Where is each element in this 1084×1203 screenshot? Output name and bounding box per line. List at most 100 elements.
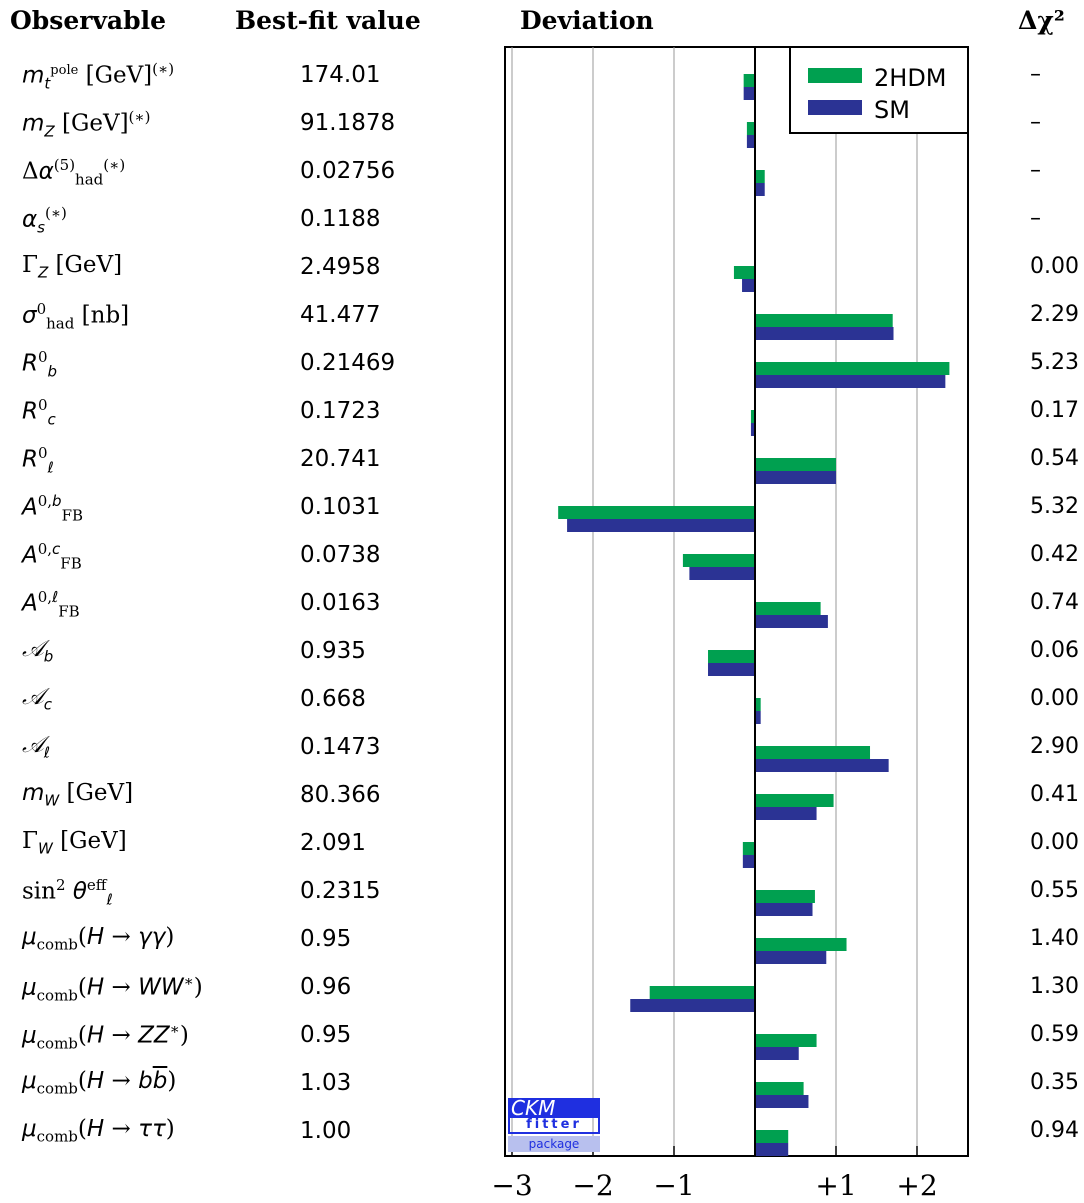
row-label: ΓW [GeV] — [22, 828, 127, 858]
header-dchi2: Δχ² — [1018, 6, 1065, 35]
x-tick-label: +1 — [815, 1169, 856, 1202]
row-value: 0.95 — [300, 926, 352, 952]
row-value: 1.03 — [300, 1070, 352, 1096]
bar-sm — [755, 183, 765, 196]
row-dchi2: 0.00 — [1030, 830, 1079, 855]
bar-2hdm — [755, 746, 871, 759]
logo-line3: package — [508, 1136, 600, 1152]
row-value: 0.21469 — [300, 350, 396, 376]
row-value: 0.0738 — [300, 542, 381, 568]
row-dchi2: 0.94 — [1030, 1118, 1079, 1143]
bar-2hdm — [558, 506, 755, 519]
bars — [558, 74, 950, 1156]
row-dchi2: 0.59 — [1030, 1022, 1079, 1047]
row-value: 0.02756 — [300, 158, 396, 184]
x-tick-label: −2 — [572, 1169, 613, 1202]
bar-2hdm — [755, 314, 893, 327]
row-dchi2: 0.41 — [1030, 782, 1079, 807]
plot-frame — [504, 46, 969, 1157]
bar-2hdm — [682, 554, 755, 567]
row-label: μcomb(H → bb) — [22, 1068, 177, 1098]
row-dchi2: 2.90 — [1030, 734, 1079, 759]
row-dchi2: – — [1030, 62, 1041, 87]
row-value: 20.741 — [300, 446, 381, 472]
bar-sm — [743, 87, 755, 100]
bar-2hdm — [733, 266, 755, 279]
bar-sm — [755, 615, 828, 628]
row-dchi2: – — [1030, 158, 1041, 183]
legend-swatch-sm — [808, 100, 862, 115]
bar-sm — [630, 999, 755, 1012]
bar-2hdm — [755, 362, 950, 375]
bar-2hdm — [755, 602, 821, 615]
row-label: R0b — [22, 348, 58, 381]
bar-2hdm — [755, 938, 847, 951]
legend-label-sm: SM — [874, 96, 910, 124]
row-label: R0ℓ — [22, 444, 54, 477]
row-dchi2: 0.00 — [1030, 686, 1079, 711]
bar-2hdm — [755, 1034, 817, 1047]
row-dchi2: – — [1030, 110, 1041, 135]
row-value: 0.668 — [300, 686, 366, 712]
bar-sm — [755, 471, 836, 484]
row-label: mZ [GeV](∗) — [22, 108, 151, 141]
bar-2hdm — [750, 410, 755, 423]
bar-2hdm — [755, 170, 765, 183]
logo-line2: fitter — [508, 1118, 600, 1134]
row-label: Δα(5)had(∗) — [22, 156, 126, 189]
bar-sm — [755, 375, 946, 388]
bar-sm — [742, 855, 755, 868]
row-value: 0.1723 — [300, 398, 381, 424]
row-value: 0.1188 — [300, 206, 381, 232]
row-value: 80.366 — [300, 782, 381, 808]
row-value: 0.96 — [300, 974, 352, 1000]
row-dchi2: 0.17 — [1030, 398, 1079, 423]
bar-2hdm — [755, 1082, 804, 1095]
row-label: ΓZ [GeV] — [22, 252, 123, 282]
row-dchi2: 0.06 — [1030, 638, 1079, 663]
row-dchi2: 5.23 — [1030, 350, 1079, 375]
header-deviation: Deviation — [520, 6, 654, 35]
row-label: R0c — [22, 396, 56, 429]
bar-sm — [755, 1047, 799, 1060]
legend-box — [789, 46, 969, 134]
row-dchi2: 1.30 — [1030, 974, 1079, 999]
row-value: 0.95 — [300, 1022, 352, 1048]
bar-sm — [755, 759, 889, 772]
row-label: sin2 θeffℓ — [22, 876, 113, 909]
row-label: A0,bFB — [22, 492, 84, 525]
row-label: αs(∗) — [22, 204, 67, 237]
bar-2hdm — [755, 458, 836, 471]
row-value: 2.091 — [300, 830, 366, 856]
row-dchi2: 2.29 — [1030, 302, 1079, 327]
row-value: 0.0163 — [300, 590, 381, 616]
ckmfitter-logo: CKM fitter package — [508, 1098, 600, 1152]
row-label: μcomb(H → γγ) — [22, 924, 175, 954]
bar-sm — [689, 567, 755, 580]
bar-2hdm — [649, 986, 755, 999]
bar-2hdm — [755, 890, 815, 903]
logo-line1: CKM — [508, 1098, 600, 1118]
row-dchi2: 1.40 — [1030, 926, 1079, 951]
bar-sm — [755, 711, 761, 724]
x-tick-label: −3 — [491, 1169, 532, 1202]
row-value: 0.935 — [300, 638, 366, 664]
row-label: 𝒜c — [22, 684, 53, 714]
x-ticks: −3 −2 −1 +1 +2 — [491, 1146, 938, 1202]
bar-sm — [755, 1095, 809, 1108]
row-label: 𝒜b — [22, 636, 54, 666]
row-value: 2.4958 — [300, 254, 381, 280]
row-label: μcomb(H → WW∗) — [22, 972, 203, 1005]
legend: 2HDM SM — [789, 46, 969, 134]
legend-swatch-2hdm — [808, 68, 862, 83]
bar-sm — [750, 423, 755, 436]
bar-2hdm — [742, 842, 755, 855]
row-value: 0.1031 — [300, 494, 381, 520]
header-best-fit: Best-fit value — [235, 6, 421, 35]
row-label: μcomb(H → ττ) — [22, 1116, 175, 1146]
x-tick-label: −1 — [653, 1169, 694, 1202]
bar-sm — [755, 903, 813, 916]
bar-sm — [746, 135, 755, 148]
row-value: 174.01 — [300, 62, 381, 88]
